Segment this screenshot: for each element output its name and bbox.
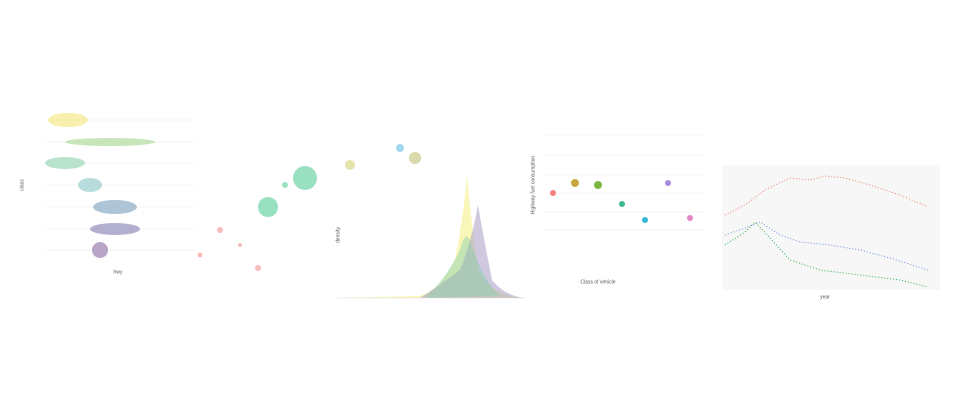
jitter-panel: Class of vehicle Highway fuel consumptio… — [530, 134, 705, 285]
x-axis-label: hwy — [114, 269, 123, 275]
point — [594, 181, 602, 189]
line-panel: year — [722, 165, 940, 300]
y-axis-label: Highway fuel consumption — [530, 156, 536, 215]
violin-panel: hwy class — [19, 105, 195, 275]
series-line — [724, 175, 929, 216]
panel-bg — [20, 105, 195, 275]
bubble — [409, 152, 421, 164]
violin — [93, 200, 137, 214]
bubble — [293, 166, 317, 190]
point — [642, 217, 648, 223]
point — [571, 179, 579, 187]
x-axis-label: Class of vehicle — [580, 279, 615, 285]
violin — [48, 113, 88, 127]
bubble — [238, 243, 242, 247]
violin — [45, 157, 85, 169]
violin — [65, 138, 155, 146]
bubble-panel — [197, 144, 421, 271]
density-area — [425, 236, 500, 298]
point — [665, 180, 671, 186]
density-panel: density — [335, 175, 525, 299]
x-axis-label: year — [820, 294, 830, 300]
bubble — [217, 227, 223, 233]
bubble — [345, 160, 355, 170]
bubble — [396, 144, 404, 152]
panel-bg — [722, 165, 940, 290]
bubble — [197, 252, 203, 258]
density-area — [420, 205, 525, 298]
point — [687, 215, 693, 221]
violin — [78, 178, 102, 192]
y-axis-label: class — [19, 179, 25, 191]
density-area — [335, 175, 525, 298]
point — [619, 201, 625, 207]
bubble — [258, 197, 278, 217]
bubble — [282, 182, 288, 188]
violin — [92, 242, 108, 258]
grid — [545, 134, 705, 231]
y-axis-label: density — [335, 227, 341, 243]
bubble — [255, 265, 261, 271]
point — [550, 190, 556, 196]
violin — [90, 223, 140, 235]
